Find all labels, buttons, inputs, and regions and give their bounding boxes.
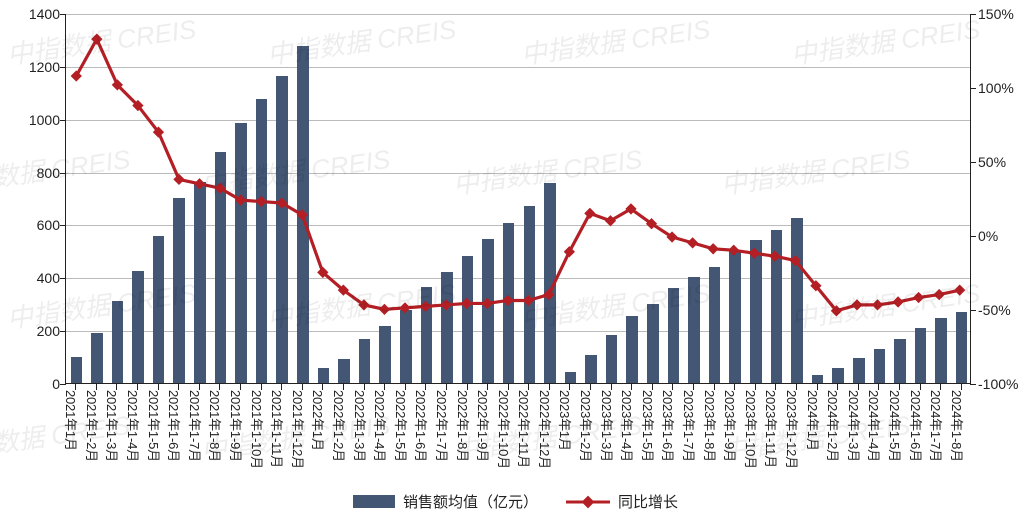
- line-marker: [543, 289, 554, 300]
- y-right-tick-label: 100%: [970, 80, 1014, 96]
- legend-bar-label: 销售额均值（亿元）: [403, 491, 538, 512]
- x-tick-label: 2023年1-8月: [701, 390, 720, 462]
- x-tick-label: 2021年1-10月: [248, 390, 267, 469]
- y-right-tick-label: -100%: [970, 376, 1018, 392]
- x-tick-label: 2022年1月: [309, 390, 328, 451]
- line-marker: [194, 178, 205, 189]
- x-tick-label: 2023年1-10月: [742, 390, 761, 469]
- x-tick-label: 2021年1-11月: [268, 390, 287, 468]
- x-tick-label: 2024年1-5月: [886, 390, 905, 462]
- line-marker: [461, 298, 472, 309]
- combo-chart: 0200400600800100012001400-100%-50%0%50%1…: [0, 0, 1031, 518]
- x-tick-label: 2021年1-4月: [124, 390, 143, 462]
- line-marker: [440, 299, 451, 310]
- line-marker: [934, 289, 945, 300]
- x-tick-label: 2023年1-11月: [762, 390, 781, 468]
- x-tick-label: 2023年1-12月: [783, 390, 802, 469]
- legend-line-swatch: [566, 495, 610, 509]
- legend-bar: 销售额均值（亿元）: [353, 491, 538, 512]
- line-marker: [687, 237, 698, 248]
- x-tick-label: 2024年1-8月: [948, 390, 967, 462]
- x-tick-label: 2023年1-4月: [618, 390, 637, 462]
- line-marker: [482, 298, 493, 309]
- growth-line: [76, 39, 959, 311]
- plot-area: 0200400600800100012001400-100%-50%0%50%1…: [65, 14, 971, 384]
- x-tick-label: 2022年1-4月: [371, 390, 390, 462]
- x-tick-label: 2022年1-2月: [330, 390, 349, 462]
- x-tick-label: 2024年1-7月: [927, 390, 946, 462]
- line-marker: [769, 251, 780, 262]
- line-marker: [502, 295, 513, 306]
- legend-line-label: 同比增长: [618, 491, 678, 512]
- line-marker: [584, 208, 595, 219]
- line-marker: [872, 299, 883, 310]
- x-tick-label: 2021年1-6月: [165, 390, 184, 462]
- line-marker: [523, 295, 534, 306]
- line-marker: [420, 301, 431, 312]
- x-tick-label: 2021年1月: [62, 390, 81, 451]
- x-tick-label: 2021年1-12月: [289, 390, 308, 469]
- line-marker: [708, 243, 719, 254]
- line-marker: [379, 304, 390, 315]
- x-tick-label: 2022年1-6月: [412, 390, 431, 462]
- x-tick-label: 2024年1-3月: [845, 390, 864, 462]
- line-marker: [173, 174, 184, 185]
- x-tick-label: 2022年1-11月: [515, 390, 534, 468]
- legend-bar-swatch: [353, 495, 395, 508]
- line-marker: [564, 246, 575, 257]
- chart-legend: 销售额均值（亿元） 同比增长: [0, 491, 1031, 512]
- line-marker: [256, 196, 267, 207]
- x-tick-label: 2023年1-9月: [721, 390, 740, 462]
- line-marker: [399, 302, 410, 313]
- line-marker: [749, 248, 760, 259]
- x-tick-label: 2023年1-6月: [659, 390, 678, 462]
- x-tick-label: 2024年1-4月: [865, 390, 884, 462]
- x-tick-label: 2023年1-5月: [639, 390, 658, 462]
- x-tick-label: 2021年1-2月: [83, 390, 102, 462]
- line-marker: [954, 284, 965, 295]
- line-marker: [851, 299, 862, 310]
- x-tick-label: 2022年1-5月: [392, 390, 411, 462]
- x-tick-label: 2021年1-7月: [186, 390, 205, 462]
- legend-line: 同比增长: [566, 491, 678, 512]
- x-tick-label: 2022年1-10月: [495, 390, 514, 469]
- x-tick-label: 2023年1-3月: [598, 390, 617, 462]
- x-axis-labels: 2021年1月2021年1-2月2021年1-3月2021年1-4月2021年1…: [65, 390, 971, 490]
- x-tick-label: 2022年1-12月: [536, 390, 555, 469]
- x-tick-label: 2021年1-3月: [103, 390, 122, 462]
- x-tick-label: 2022年1-9月: [474, 390, 493, 462]
- x-tick-label: 2022年1-3月: [351, 390, 370, 462]
- x-tick-label: 2022年1-7月: [433, 390, 452, 462]
- y-right-tick-label: 150%: [970, 6, 1014, 22]
- line-layer: [66, 14, 970, 383]
- x-tick-label: 2021年1-5月: [145, 390, 164, 462]
- line-marker: [913, 292, 924, 303]
- x-tick-label: 2023年1月: [556, 390, 575, 451]
- x-tick-label: 2021年1-9月: [227, 390, 246, 462]
- x-tick-label: 2024年1-6月: [907, 390, 926, 462]
- x-tick-label: 2023年1-7月: [680, 390, 699, 462]
- x-tick-label: 2023年1-2月: [577, 390, 596, 462]
- line-marker: [728, 245, 739, 256]
- x-tick-label: 2022年1-8月: [454, 390, 473, 462]
- y-right-tick-label: -50%: [970, 302, 1011, 318]
- x-tick-label: 2021年1-8月: [206, 390, 225, 462]
- x-tick-label: 2024年1月: [804, 390, 823, 451]
- line-marker: [892, 296, 903, 307]
- x-tick-label: 2024年1-2月: [824, 390, 843, 462]
